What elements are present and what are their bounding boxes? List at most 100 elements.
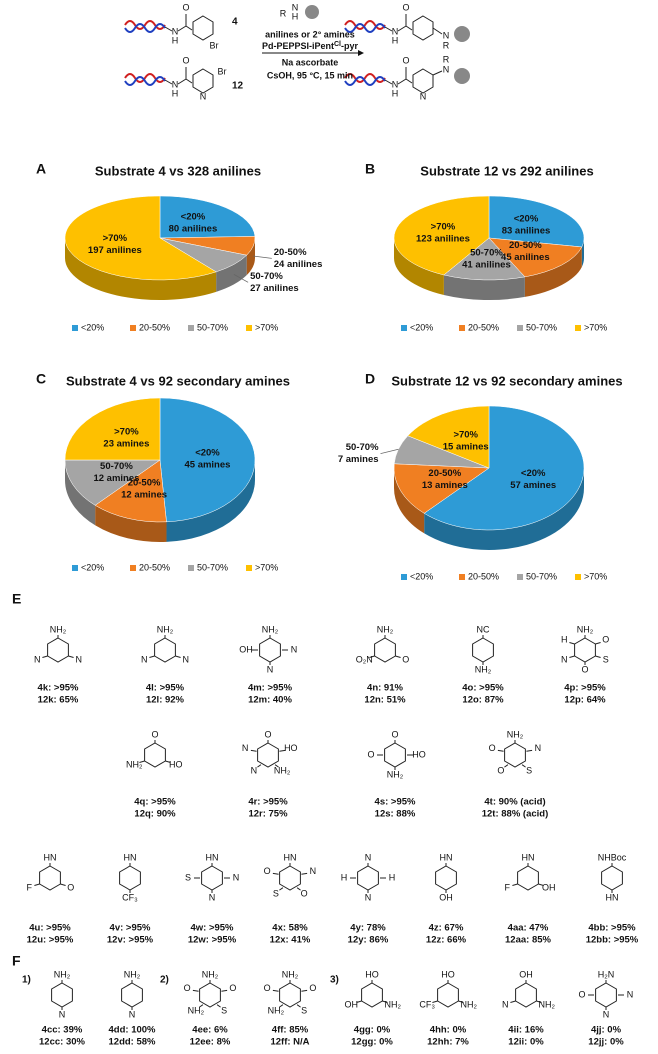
legend-swatch (401, 325, 407, 331)
leader-line (233, 274, 249, 283)
legend-swatch (130, 565, 136, 571)
atom: N (365, 892, 372, 902)
pie-slice (443, 237, 526, 281)
slice-side (65, 460, 96, 526)
atom: O (402, 654, 409, 664)
atom: O (391, 729, 398, 739)
yield: 4u: >95% (29, 923, 71, 934)
atom: HN (440, 852, 453, 862)
yield: 12w: >95% (188, 935, 237, 946)
atom: O (602, 634, 609, 644)
slice-side (424, 468, 584, 550)
ring (374, 637, 396, 663)
legend-swatch (401, 574, 407, 580)
slice-label: 13 amines (422, 480, 468, 491)
atom: O (67, 882, 74, 892)
ring (144, 742, 166, 768)
pie-slice (64, 397, 161, 461)
compound-label: 12 (232, 81, 244, 92)
atom: N (251, 766, 258, 776)
slice-category: <20% (195, 447, 220, 458)
bond (192, 989, 199, 992)
atom: N (233, 872, 240, 882)
dna (124, 20, 166, 30)
bond (512, 883, 518, 886)
slice-side (95, 505, 167, 542)
yield: 4hh: 0% (430, 1025, 467, 1036)
bond (384, 14, 443, 35)
panel-label: C (36, 371, 46, 387)
yield: 12t: 88% (acid) (482, 809, 549, 820)
atom: O (367, 749, 374, 759)
atom: N (59, 1009, 66, 1019)
atom: N (292, 2, 299, 12)
bond (569, 655, 575, 658)
yield: 12u: >95% (27, 935, 74, 946)
yield: 12gg: 0% (351, 1037, 393, 1048)
atom: HN (206, 852, 219, 862)
legend-swatch (517, 325, 523, 331)
bond (216, 1004, 221, 1008)
atom: N (561, 654, 568, 664)
bond (274, 764, 279, 768)
dna (124, 23, 166, 33)
slice-label: 57 amines (510, 480, 556, 491)
legend-label: 20-50% (468, 571, 499, 581)
slice-category: 20-50% (428, 468, 461, 479)
group-label: 2) (160, 975, 169, 986)
ring (279, 982, 301, 1008)
legend-swatch (130, 325, 136, 331)
bond (356, 1000, 362, 1003)
atom: H (172, 88, 179, 98)
slice-category: >70% (453, 429, 478, 440)
bond (504, 764, 509, 768)
atom: NH₂ (475, 664, 492, 674)
legend-swatch (517, 574, 523, 580)
slice-label: 12 amines (121, 490, 167, 501)
slice-side (443, 274, 525, 300)
yield: 4s: >95% (375, 797, 416, 808)
atom: H (392, 88, 399, 98)
bond (395, 655, 401, 658)
bond (60, 883, 66, 886)
atom: N (310, 866, 317, 876)
ring (515, 982, 537, 1008)
yield: 4cc: 39% (42, 1025, 83, 1036)
atom: O (182, 2, 189, 12)
yield: 12x: 41% (270, 935, 311, 946)
atom: NH₂ (274, 766, 291, 776)
atom: HN (606, 892, 619, 902)
yield: 4w: >95% (190, 923, 234, 934)
atom: N (420, 91, 427, 101)
atom: N (141, 654, 148, 664)
ring (257, 742, 279, 768)
atom: S (526, 766, 532, 776)
yield: 12o: 87% (462, 695, 504, 706)
yield: 4jj: 0% (591, 1025, 622, 1036)
yield: 4dd: 100% (109, 1025, 157, 1036)
atom: H₂N (598, 969, 615, 979)
atom: S (603, 654, 609, 664)
legend-label: >70% (584, 571, 607, 581)
atom: H (561, 634, 568, 644)
atom: NH₂ (188, 1006, 205, 1016)
slice-category: <20% (181, 211, 206, 222)
slice-side (524, 246, 582, 297)
yield: 4k: >95% (38, 683, 79, 694)
legend-label: 50-70% (526, 571, 557, 581)
atom: H (341, 872, 348, 882)
yield: 12jj: 0% (588, 1037, 624, 1048)
atom: NH₂ (282, 969, 299, 979)
atom: NH₂ (126, 759, 143, 769)
atom: OH (239, 644, 253, 654)
bond (164, 67, 193, 85)
yield: 4r: >95% (248, 797, 288, 808)
bond (296, 887, 301, 891)
pie-slice (393, 463, 490, 514)
yield: 12dd: 58% (109, 1037, 157, 1048)
atom: OH (519, 969, 533, 979)
bond (139, 760, 145, 763)
yield: 4t: 90% (acid) (484, 797, 545, 808)
bond (175, 655, 181, 658)
